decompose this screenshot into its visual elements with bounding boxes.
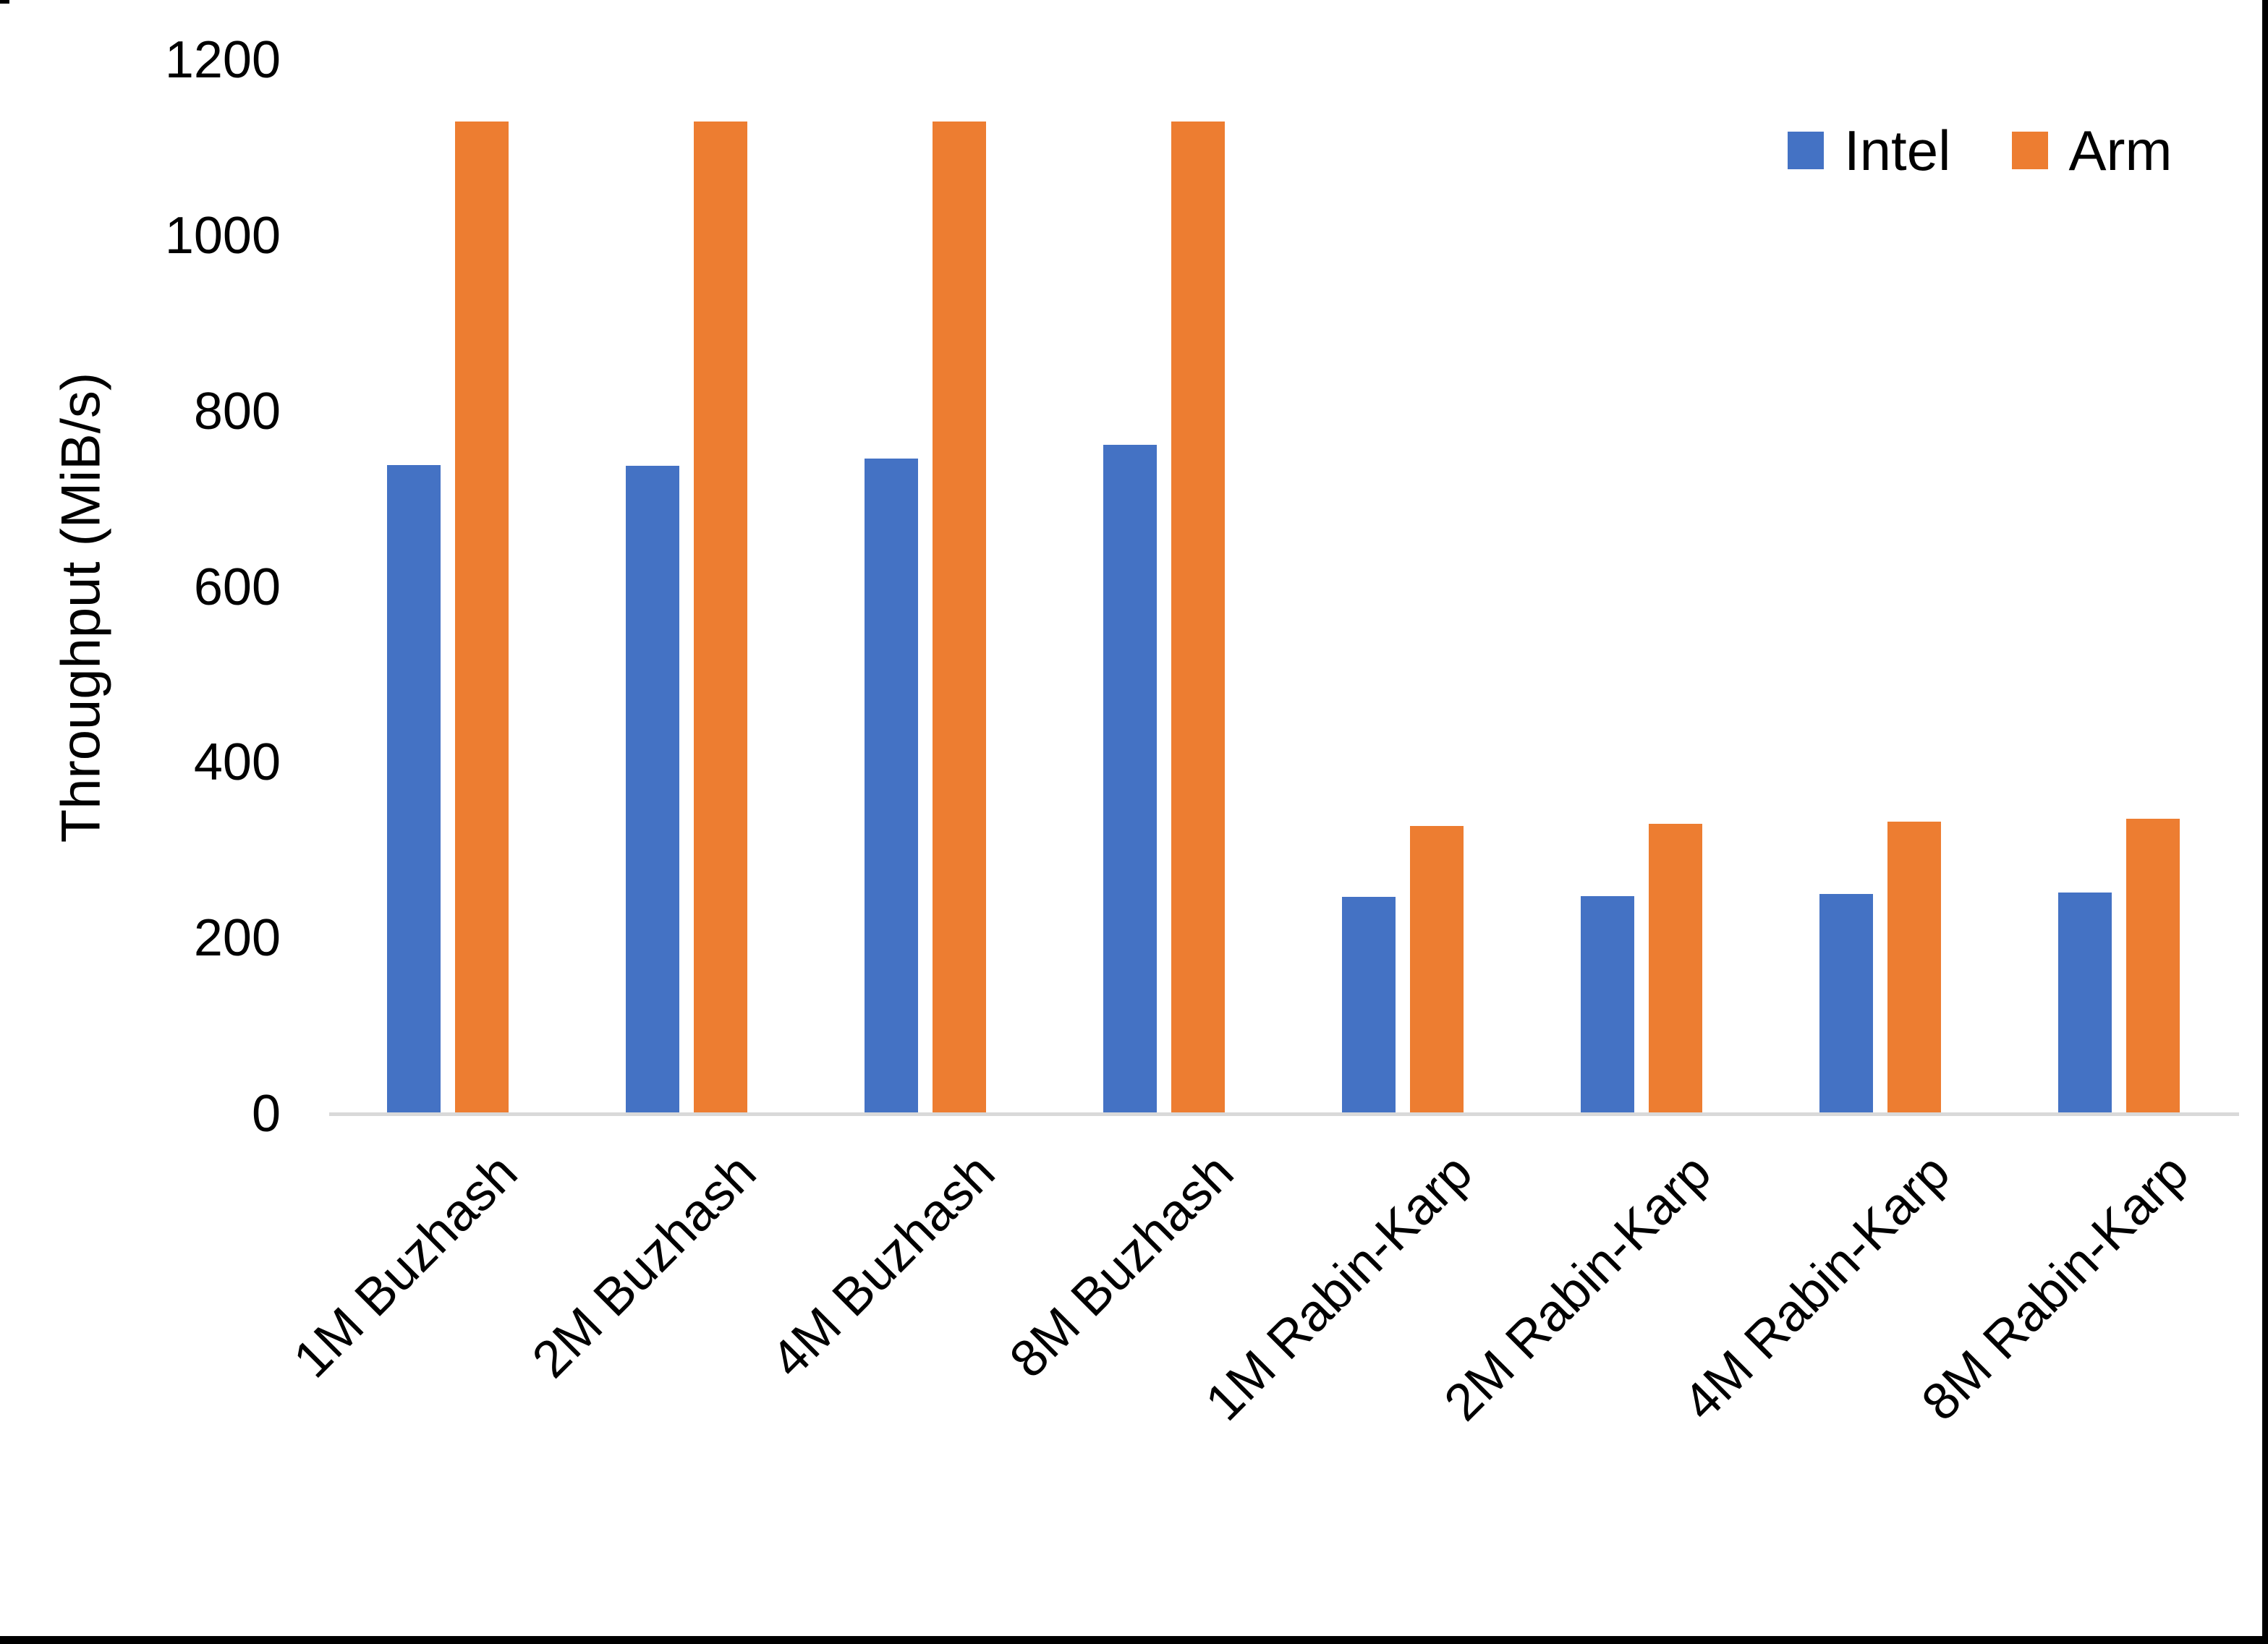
y-tick-label: 200 [193,909,281,968]
x-axis-line [329,1112,2239,1116]
y-tick-label: 0 [251,1085,281,1143]
intel-series-label: Intel [1844,119,1951,182]
bar-arm-4m-buzhash [933,122,986,1114]
legend: Intel Arm [1788,122,2172,179]
x-tick-label: 1M Buzhash [282,1143,529,1389]
bar-intel-8m-rabin-karp [2058,893,2112,1114]
screenshot-bottom-border [0,1636,2268,1644]
y-tick-label: 1200 [164,31,281,89]
arm-series-swatch-icon [2012,132,2049,169]
screenshot-right-border [2262,0,2268,1644]
bar-arm-1m-buzhash [455,122,509,1114]
x-tick-label: 4M Buzhash [760,1143,1006,1389]
bar-arm-2m-rabin-karp [1649,824,1702,1114]
bar-arm-4m-rabin-karp [1887,822,1941,1114]
bar-intel-4m-rabin-karp [1819,894,1873,1114]
bar-intel-2m-rabin-karp [1581,896,1634,1114]
y-tick-label: 1000 [164,206,281,265]
bar-arm-1m-rabin-karp [1410,826,1464,1114]
arm-series-label: Arm [2068,119,2173,182]
legend-item-intel: Intel [1788,122,1950,179]
bar-intel-1m-buzhash [387,465,441,1114]
bar-arm-8m-buzhash [1171,122,1225,1114]
intel-series-swatch-icon [1788,132,1824,169]
screenshot-corner-mark [0,0,9,4]
bar-intel-1m-rabin-karp [1342,897,1396,1114]
x-tick-label: 8M Buzhash [998,1143,1245,1389]
y-tick-label: 800 [193,382,281,440]
y-tick-label: 400 [193,733,281,792]
y-tick-label: 600 [193,558,281,616]
bar-arm-2m-buzhash [694,122,747,1114]
bar-arm-8m-rabin-karp [2126,819,2180,1114]
x-tick-label: 2M Buzhash [521,1143,768,1389]
bar-intel-2m-buzhash [626,466,679,1114]
bar-intel-8m-buzhash [1103,445,1157,1114]
bar-intel-4m-buzhash [865,459,918,1114]
legend-item-arm: Arm [2012,122,2172,179]
